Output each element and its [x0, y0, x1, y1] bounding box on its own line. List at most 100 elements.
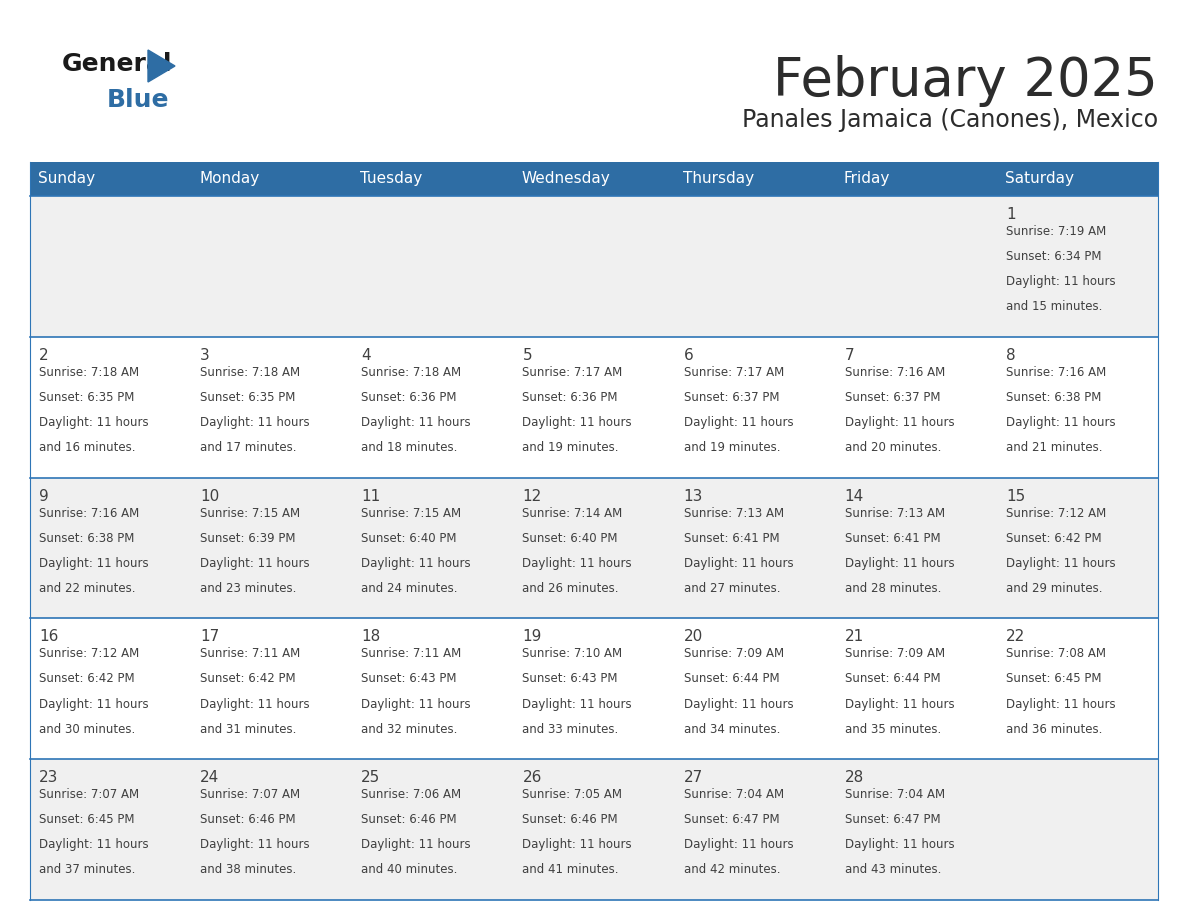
- Text: Sunrise: 7:18 AM: Sunrise: 7:18 AM: [361, 365, 461, 379]
- Text: 17: 17: [200, 630, 220, 644]
- Text: 24: 24: [200, 770, 220, 785]
- Text: 8: 8: [1006, 348, 1016, 363]
- Text: Sunrise: 7:09 AM: Sunrise: 7:09 AM: [845, 647, 944, 660]
- Text: Daylight: 11 hours: Daylight: 11 hours: [683, 416, 794, 429]
- Bar: [30, 619, 1158, 759]
- Text: Daylight: 11 hours: Daylight: 11 hours: [523, 838, 632, 851]
- Text: Sunset: 6:39 PM: Sunset: 6:39 PM: [200, 532, 296, 544]
- Text: Sunset: 6:46 PM: Sunset: 6:46 PM: [361, 813, 457, 826]
- Bar: [30, 477, 1158, 619]
- Text: Sunset: 6:42 PM: Sunset: 6:42 PM: [1006, 532, 1101, 544]
- Text: 4: 4: [361, 348, 371, 363]
- Text: and 30 minutes.: and 30 minutes.: [39, 722, 135, 735]
- Text: Daylight: 11 hours: Daylight: 11 hours: [523, 698, 632, 711]
- Text: Sunset: 6:41 PM: Sunset: 6:41 PM: [683, 532, 779, 544]
- Text: Daylight: 11 hours: Daylight: 11 hours: [39, 838, 148, 851]
- Text: 10: 10: [200, 488, 220, 504]
- Text: Sunrise: 7:09 AM: Sunrise: 7:09 AM: [683, 647, 784, 660]
- Text: and 40 minutes.: and 40 minutes.: [361, 864, 457, 877]
- Text: Daylight: 11 hours: Daylight: 11 hours: [200, 698, 310, 711]
- Text: and 17 minutes.: and 17 minutes.: [200, 441, 297, 454]
- Text: Sunset: 6:46 PM: Sunset: 6:46 PM: [523, 813, 618, 826]
- Text: Sunset: 6:42 PM: Sunset: 6:42 PM: [200, 673, 296, 686]
- Text: and 21 minutes.: and 21 minutes.: [1006, 441, 1102, 454]
- Text: Sunrise: 7:18 AM: Sunrise: 7:18 AM: [39, 365, 139, 379]
- Text: 21: 21: [845, 630, 864, 644]
- Text: Sunset: 6:47 PM: Sunset: 6:47 PM: [845, 813, 941, 826]
- Text: and 29 minutes.: and 29 minutes.: [1006, 582, 1102, 595]
- Text: Sunrise: 7:17 AM: Sunrise: 7:17 AM: [683, 365, 784, 379]
- Text: 15: 15: [1006, 488, 1025, 504]
- Text: 18: 18: [361, 630, 380, 644]
- Text: and 31 minutes.: and 31 minutes.: [200, 722, 297, 735]
- Text: Sunset: 6:44 PM: Sunset: 6:44 PM: [845, 673, 941, 686]
- Text: Daylight: 11 hours: Daylight: 11 hours: [523, 556, 632, 570]
- Text: 12: 12: [523, 488, 542, 504]
- Text: and 27 minutes.: and 27 minutes.: [683, 582, 781, 595]
- Text: Sunrise: 7:13 AM: Sunrise: 7:13 AM: [683, 507, 784, 520]
- Text: Daylight: 11 hours: Daylight: 11 hours: [361, 698, 470, 711]
- Text: 19: 19: [523, 630, 542, 644]
- Text: Wednesday: Wednesday: [522, 172, 611, 186]
- Text: General: General: [62, 52, 172, 76]
- Text: Daylight: 11 hours: Daylight: 11 hours: [39, 698, 148, 711]
- Text: Sunset: 6:38 PM: Sunset: 6:38 PM: [39, 532, 134, 544]
- Text: Daylight: 11 hours: Daylight: 11 hours: [361, 556, 470, 570]
- Text: Monday: Monday: [200, 172, 259, 186]
- Text: Daylight: 11 hours: Daylight: 11 hours: [683, 556, 794, 570]
- Text: Sunrise: 7:11 AM: Sunrise: 7:11 AM: [361, 647, 461, 660]
- Text: and 42 minutes.: and 42 minutes.: [683, 864, 781, 877]
- Text: Friday: Friday: [843, 172, 890, 186]
- Text: Daylight: 11 hours: Daylight: 11 hours: [39, 556, 148, 570]
- Text: Sunset: 6:38 PM: Sunset: 6:38 PM: [1006, 391, 1101, 404]
- Text: Daylight: 11 hours: Daylight: 11 hours: [1006, 275, 1116, 288]
- Text: 7: 7: [845, 348, 854, 363]
- Text: Sunrise: 7:18 AM: Sunrise: 7:18 AM: [200, 365, 301, 379]
- Text: Daylight: 11 hours: Daylight: 11 hours: [1006, 698, 1116, 711]
- Bar: [30, 162, 1158, 196]
- Text: and 19 minutes.: and 19 minutes.: [523, 441, 619, 454]
- Text: Sunset: 6:36 PM: Sunset: 6:36 PM: [523, 391, 618, 404]
- Text: Daylight: 11 hours: Daylight: 11 hours: [200, 416, 310, 429]
- Text: Panales Jamaica (Canones), Mexico: Panales Jamaica (Canones), Mexico: [741, 108, 1158, 132]
- Text: and 33 minutes.: and 33 minutes.: [523, 722, 619, 735]
- Text: Sunrise: 7:04 AM: Sunrise: 7:04 AM: [845, 789, 944, 801]
- Text: Sunset: 6:45 PM: Sunset: 6:45 PM: [39, 813, 134, 826]
- Text: and 18 minutes.: and 18 minutes.: [361, 441, 457, 454]
- Text: 11: 11: [361, 488, 380, 504]
- Text: Sunrise: 7:15 AM: Sunrise: 7:15 AM: [200, 507, 301, 520]
- Text: 16: 16: [39, 630, 58, 644]
- Text: Sunrise: 7:16 AM: Sunrise: 7:16 AM: [39, 507, 139, 520]
- Text: Blue: Blue: [107, 88, 170, 112]
- Text: Sunset: 6:35 PM: Sunset: 6:35 PM: [200, 391, 296, 404]
- Text: and 36 minutes.: and 36 minutes.: [1006, 722, 1102, 735]
- Text: 25: 25: [361, 770, 380, 785]
- Text: Sunset: 6:40 PM: Sunset: 6:40 PM: [361, 532, 456, 544]
- Text: and 37 minutes.: and 37 minutes.: [39, 864, 135, 877]
- Text: 14: 14: [845, 488, 864, 504]
- Text: and 41 minutes.: and 41 minutes.: [523, 864, 619, 877]
- Text: Sunset: 6:42 PM: Sunset: 6:42 PM: [39, 673, 134, 686]
- Text: Sunrise: 7:15 AM: Sunrise: 7:15 AM: [361, 507, 461, 520]
- Text: and 19 minutes.: and 19 minutes.: [683, 441, 781, 454]
- Text: Daylight: 11 hours: Daylight: 11 hours: [845, 416, 954, 429]
- Text: Sunrise: 7:08 AM: Sunrise: 7:08 AM: [1006, 647, 1106, 660]
- Text: Daylight: 11 hours: Daylight: 11 hours: [523, 416, 632, 429]
- Text: Sunset: 6:46 PM: Sunset: 6:46 PM: [200, 813, 296, 826]
- Text: Sunset: 6:37 PM: Sunset: 6:37 PM: [845, 391, 940, 404]
- Text: Daylight: 11 hours: Daylight: 11 hours: [683, 838, 794, 851]
- Text: and 15 minutes.: and 15 minutes.: [1006, 300, 1102, 313]
- Text: 2: 2: [39, 348, 49, 363]
- Text: 28: 28: [845, 770, 864, 785]
- Text: Saturday: Saturday: [1005, 172, 1074, 186]
- Text: Sunrise: 7:12 AM: Sunrise: 7:12 AM: [1006, 507, 1106, 520]
- Text: 1: 1: [1006, 207, 1016, 222]
- Text: Sunrise: 7:10 AM: Sunrise: 7:10 AM: [523, 647, 623, 660]
- Text: and 32 minutes.: and 32 minutes.: [361, 722, 457, 735]
- Text: Sunset: 6:43 PM: Sunset: 6:43 PM: [361, 673, 456, 686]
- Text: Sunset: 6:41 PM: Sunset: 6:41 PM: [845, 532, 941, 544]
- Text: Sunset: 6:45 PM: Sunset: 6:45 PM: [1006, 673, 1101, 686]
- Text: February 2025: February 2025: [773, 55, 1158, 107]
- Text: 5: 5: [523, 348, 532, 363]
- Text: Daylight: 11 hours: Daylight: 11 hours: [1006, 416, 1116, 429]
